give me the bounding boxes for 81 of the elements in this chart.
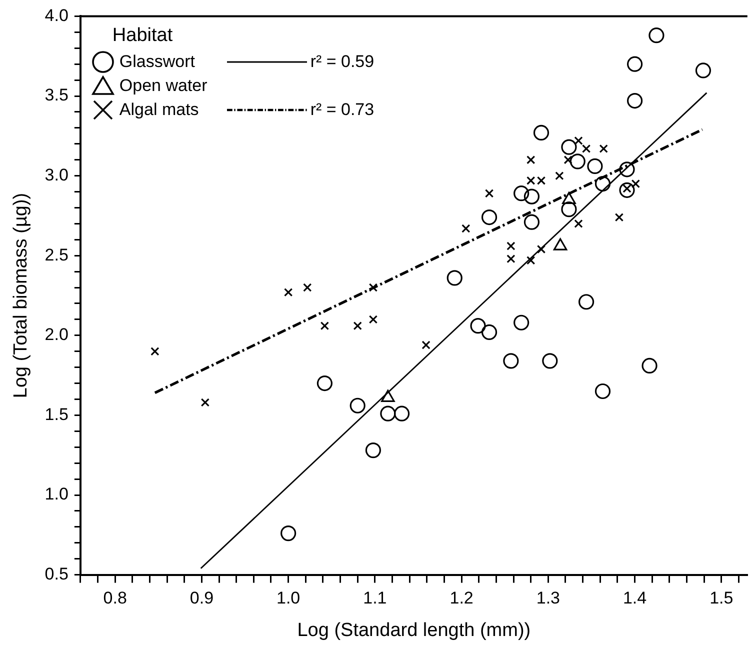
point bbox=[642, 358, 658, 374]
point bbox=[578, 294, 594, 310]
point bbox=[594, 383, 611, 400]
legend-label: Algal mats bbox=[119, 99, 199, 122]
point bbox=[648, 28, 664, 44]
y-tick-label: 4.0 bbox=[44, 6, 68, 25]
y-tick-label: 0.5 bbox=[44, 564, 68, 584]
point bbox=[353, 321, 362, 330]
point bbox=[631, 179, 640, 188]
point bbox=[280, 526, 296, 542]
point bbox=[394, 406, 410, 422]
point bbox=[526, 256, 536, 265]
legend-label: Open water bbox=[119, 75, 208, 98]
point bbox=[422, 340, 430, 350]
point bbox=[200, 398, 210, 407]
point bbox=[380, 406, 396, 422]
point bbox=[599, 144, 608, 154]
y-tick-label: 2.0 bbox=[44, 325, 68, 344]
x-tick-label: 1.4 bbox=[622, 588, 647, 608]
x-tick-label: 0.9 bbox=[190, 588, 214, 608]
point bbox=[150, 347, 160, 356]
point bbox=[561, 139, 577, 155]
point bbox=[365, 442, 382, 458]
point bbox=[587, 158, 603, 174]
x-tick-label: 1.5 bbox=[710, 588, 734, 608]
point bbox=[564, 156, 572, 164]
point bbox=[368, 283, 378, 292]
point bbox=[368, 315, 378, 324]
point bbox=[446, 270, 462, 286]
point bbox=[316, 375, 332, 392]
x-tick-label: 0.8 bbox=[103, 588, 127, 608]
point bbox=[303, 283, 312, 292]
point bbox=[533, 124, 550, 141]
y-tick-label: 2.5 bbox=[44, 245, 68, 264]
point bbox=[484, 189, 494, 198]
point bbox=[524, 214, 540, 230]
point bbox=[695, 62, 712, 78]
point bbox=[561, 202, 577, 218]
x-tick-label: 1.2 bbox=[450, 588, 474, 608]
y-axis-title: Log (Total biomass (µg)) bbox=[10, 192, 32, 398]
point bbox=[542, 353, 558, 369]
point bbox=[514, 314, 530, 330]
point bbox=[481, 324, 498, 340]
point bbox=[526, 176, 536, 185]
point bbox=[626, 92, 643, 109]
y-tick-label: 3.5 bbox=[44, 86, 68, 105]
point bbox=[462, 224, 470, 233]
point bbox=[320, 321, 330, 330]
legend-label: r² = 0.59 bbox=[310, 51, 374, 74]
x-tick-label: 1.0 bbox=[276, 588, 300, 608]
point bbox=[536, 176, 546, 185]
x-tick-label: 1.3 bbox=[536, 588, 560, 608]
legend-label: Glasswort bbox=[119, 51, 195, 74]
point bbox=[536, 244, 546, 254]
point bbox=[470, 318, 486, 334]
y-tick-label: 1.5 bbox=[44, 404, 68, 424]
x-tick-label: 1.1 bbox=[363, 588, 387, 608]
point bbox=[619, 182, 635, 198]
point bbox=[284, 288, 293, 297]
point bbox=[481, 209, 498, 226]
point bbox=[570, 154, 586, 170]
point bbox=[574, 136, 583, 146]
point bbox=[582, 144, 591, 154]
point bbox=[506, 242, 516, 250]
legend-label: r² = 0.73 bbox=[310, 99, 374, 122]
legend-title: Habitat bbox=[112, 24, 174, 48]
point bbox=[503, 353, 519, 369]
point bbox=[514, 186, 530, 202]
point bbox=[594, 176, 611, 192]
point bbox=[619, 162, 635, 178]
point bbox=[506, 254, 516, 264]
point bbox=[524, 188, 540, 204]
point bbox=[526, 156, 536, 164]
point bbox=[614, 212, 624, 222]
point bbox=[350, 398, 366, 414]
point bbox=[555, 171, 564, 180]
y-tick-label: 1.0 bbox=[44, 484, 68, 504]
point bbox=[626, 56, 643, 72]
x-axis-title: Log (Standard length (mm)) bbox=[297, 620, 531, 641]
point bbox=[574, 219, 583, 228]
y-tick-label: 3.0 bbox=[44, 165, 68, 184]
